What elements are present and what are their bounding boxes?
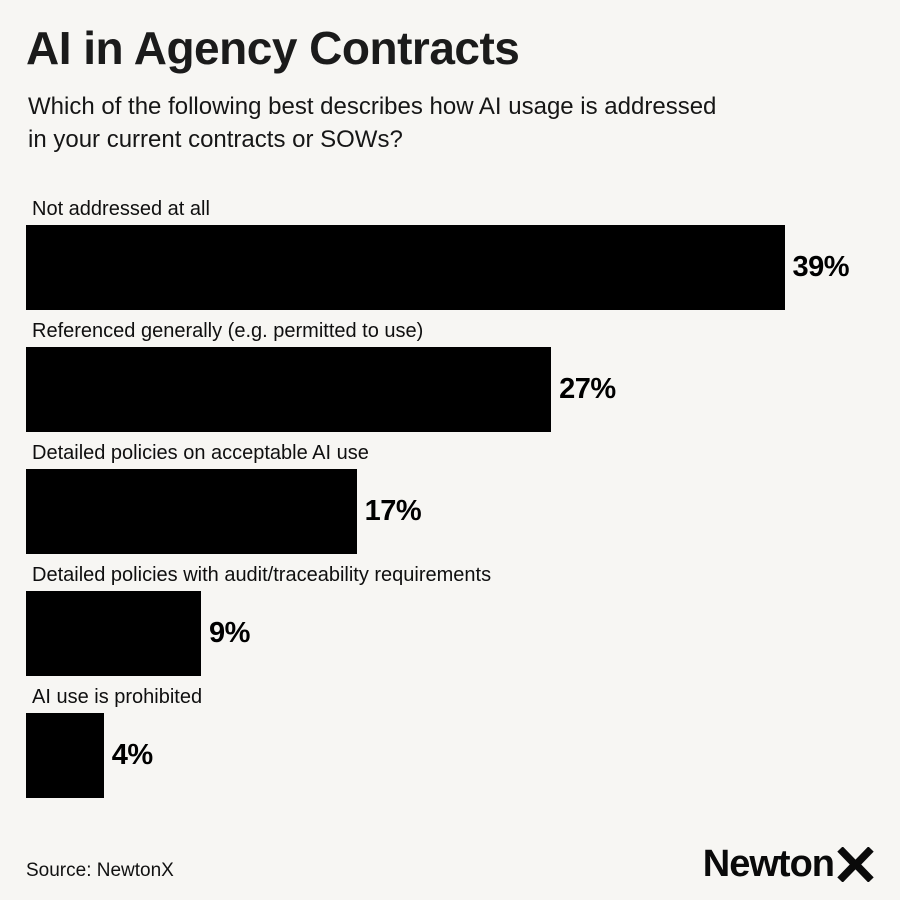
bar [26,347,552,432]
bar-category-label: Not addressed at all [32,198,210,220]
bar-group: Not addressed at all 39% [26,198,874,310]
bar-category-label: Detailed policies on acceptable AI use [32,442,369,464]
bar-row: 4% [26,713,874,798]
bar-value-label: 4% [111,739,153,771]
footer: Source: NewtonX Newton [26,843,874,886]
bar-value-label: 39% [792,251,850,283]
bar-row: 27% [26,347,874,432]
bar-category-label: Referenced generally (e.g. permitted to … [32,320,424,342]
bar-chart: Not addressed at all 39% Referenced genera… [26,198,874,798]
bar-category-label: AI use is prohibited [32,686,203,708]
bar-group: Detailed policies on acceptable AI use 17… [26,442,874,554]
bar [26,469,357,554]
bar-row: 39% [26,225,874,310]
newtonx-logo: Newton [703,843,874,886]
bar-group: Detailed policies with audit/traceabilit… [26,564,874,676]
source-text: Source: NewtonX [26,860,174,881]
bar-group: Referenced generally (e.g. permitted to … [26,320,874,432]
newtonx-logo-text: Newton [702,843,835,885]
bar [26,713,104,798]
bar-value-label: 27% [559,373,616,405]
newtonx-x-icon [837,847,874,882]
chart-subtitle: Which of the following best describes ho… [28,93,717,153]
bar [26,591,202,676]
bar-group: AI use is prohibited 4% [26,686,874,798]
bar-row: 17% [26,469,874,554]
chart-title: AI in Agency Contracts [26,22,520,74]
bar [26,225,785,310]
bar-value-label: 17% [364,495,422,527]
bar-row: 9% [26,591,874,676]
bar-category-label: Detailed policies with audit/traceabilit… [32,564,492,586]
bar-value-label: 9% [209,617,250,649]
